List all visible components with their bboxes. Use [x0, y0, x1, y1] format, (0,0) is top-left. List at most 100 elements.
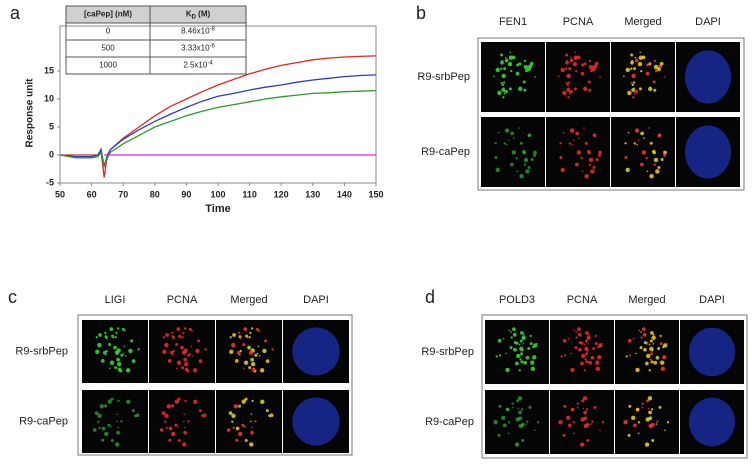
spot — [632, 81, 636, 84]
spot — [248, 366, 252, 370]
spot — [110, 439, 114, 443]
spot — [125, 368, 131, 373]
spot — [635, 367, 640, 373]
spot — [593, 405, 597, 409]
spot — [244, 425, 246, 428]
spot — [502, 96, 505, 99]
spot — [660, 158, 664, 162]
spot — [653, 360, 658, 365]
spot — [102, 350, 107, 355]
spot — [583, 86, 588, 92]
spot — [623, 420, 628, 425]
spot — [104, 331, 107, 334]
spot — [536, 342, 538, 345]
spot — [653, 163, 657, 166]
panel-label: b — [416, 3, 426, 23]
spot — [558, 420, 563, 425]
spot — [576, 55, 581, 60]
spot — [654, 69, 658, 73]
spot — [529, 61, 534, 66]
spot — [518, 343, 521, 346]
spot — [567, 96, 570, 99]
spot — [649, 141, 653, 145]
spot — [583, 410, 587, 415]
spot — [651, 335, 656, 340]
x-tick-label: 70 — [118, 189, 128, 199]
spot — [584, 174, 589, 179]
x-tick-label: 60 — [87, 189, 97, 199]
spot — [646, 170, 649, 173]
spot — [243, 360, 249, 365]
spot — [257, 345, 260, 348]
spot — [505, 407, 510, 412]
spot — [527, 165, 531, 169]
spot — [131, 359, 136, 363]
spot — [242, 367, 245, 370]
spot — [171, 404, 174, 406]
spot — [509, 51, 511, 54]
spot — [563, 354, 567, 357]
spot — [560, 355, 563, 358]
spot — [653, 157, 659, 163]
spot — [518, 369, 521, 372]
x-tick-label: 80 — [150, 189, 160, 199]
spot — [110, 397, 114, 401]
spot — [515, 71, 520, 76]
spot — [581, 399, 585, 403]
spot — [575, 331, 577, 333]
spot — [250, 420, 252, 423]
spot — [162, 336, 165, 339]
spot — [646, 399, 650, 403]
spot — [177, 425, 179, 428]
spot — [635, 407, 640, 412]
spot — [657, 67, 661, 72]
spot — [590, 355, 595, 360]
column-header: PCNA — [567, 294, 598, 306]
spot — [105, 349, 108, 353]
spot — [643, 347, 647, 352]
spot — [588, 157, 594, 163]
spot — [625, 355, 628, 358]
spot — [567, 423, 572, 428]
spot — [183, 430, 187, 435]
spot — [650, 408, 654, 411]
spot — [248, 335, 251, 339]
column-header: Merged — [624, 16, 661, 28]
spot — [497, 338, 502, 343]
spot — [588, 59, 592, 63]
kd-value: 2.5x10 — [183, 61, 208, 70]
spot — [244, 397, 248, 401]
spot — [624, 155, 628, 159]
spot — [527, 133, 532, 138]
spot — [235, 438, 239, 442]
spot — [101, 438, 105, 442]
spot — [231, 342, 236, 348]
spot — [265, 409, 269, 413]
spot — [122, 352, 125, 355]
spot — [109, 327, 114, 331]
spot — [639, 51, 641, 54]
spot — [640, 131, 644, 136]
spot — [666, 421, 670, 424]
spot — [580, 71, 585, 76]
row-label: R9-srbPep — [421, 346, 474, 358]
spot — [650, 352, 654, 356]
kd-exponent: -8 — [210, 26, 216, 32]
spot — [251, 426, 253, 429]
spot — [578, 341, 582, 345]
spot — [653, 88, 657, 92]
spot — [642, 327, 646, 331]
spot — [663, 153, 667, 157]
spot — [580, 156, 583, 160]
spot — [502, 337, 505, 340]
spot — [498, 404, 502, 408]
spot — [523, 64, 529, 70]
spot — [631, 88, 635, 92]
spot — [114, 335, 117, 339]
spot — [581, 63, 585, 67]
spot — [183, 420, 185, 423]
spot — [577, 332, 582, 337]
spot — [111, 334, 115, 338]
spot — [650, 331, 654, 335]
